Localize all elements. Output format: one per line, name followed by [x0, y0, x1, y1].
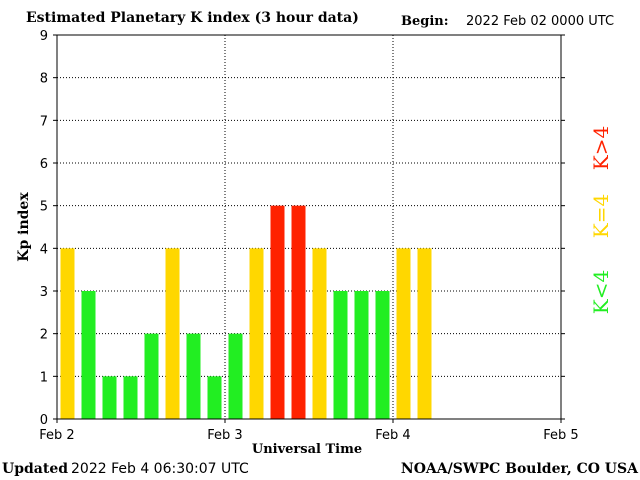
y-tick-label: 8: [40, 72, 48, 87]
x-tick-label: Feb 4: [375, 428, 410, 443]
y-tick-label: 3: [40, 285, 48, 300]
y-tick-label: 4: [40, 242, 48, 257]
kp-bar: [144, 333, 159, 419]
kp-bar: [291, 205, 306, 419]
y-tick-label: 9: [40, 29, 48, 44]
y-tick-label: 0: [40, 413, 48, 428]
y-tick-label: 1: [40, 370, 48, 385]
x-tick-label: Feb 2: [39, 428, 74, 443]
plot-frame: [56, 34, 562, 420]
kp-bar: [207, 376, 222, 419]
kp-bar: [81, 291, 96, 419]
kp-bar: [123, 376, 138, 419]
y-tick-label: 7: [40, 114, 48, 129]
x-tick-label: Feb 3: [207, 428, 242, 443]
updated-value: 2022 Feb 4 06:30:07 UTC: [71, 461, 249, 477]
kp-bar: [270, 205, 285, 419]
y-tick-label: 5: [40, 200, 48, 215]
kp-bar: [354, 291, 369, 419]
kp-bar: [60, 248, 75, 419]
kp-bar: [417, 248, 432, 419]
x-axis-label: Universal Time: [252, 442, 362, 457]
kp-bar: [186, 333, 201, 419]
legend-below: K<4: [589, 270, 613, 314]
kp-bar: [312, 248, 327, 419]
kp-bar: [228, 333, 243, 419]
kp-bar: [102, 376, 117, 419]
legend-above: K>4: [589, 126, 613, 170]
y-tick-label: 2: [40, 328, 48, 343]
y-tick-label: 6: [40, 157, 48, 172]
kp-bar: [333, 291, 348, 419]
kp-bar: [375, 291, 390, 419]
x-tick-label: Feb 5: [543, 428, 578, 443]
source-credit: NOAA/SWPC Boulder, CO USA: [400, 461, 638, 477]
begin-value: 2022 Feb 02 0000 UTC: [466, 14, 615, 29]
kp-bar: [249, 248, 264, 419]
kp-bar: [165, 248, 180, 419]
y-axis-label: Kp index: [16, 192, 32, 262]
begin-label: Begin:: [401, 14, 449, 29]
chart-title: Estimated Planetary K index (3 hour data…: [26, 10, 359, 26]
updated-label: Updated: [2, 461, 69, 477]
kp-bar: [396, 248, 411, 419]
legend-equal: K=4: [589, 194, 613, 238]
